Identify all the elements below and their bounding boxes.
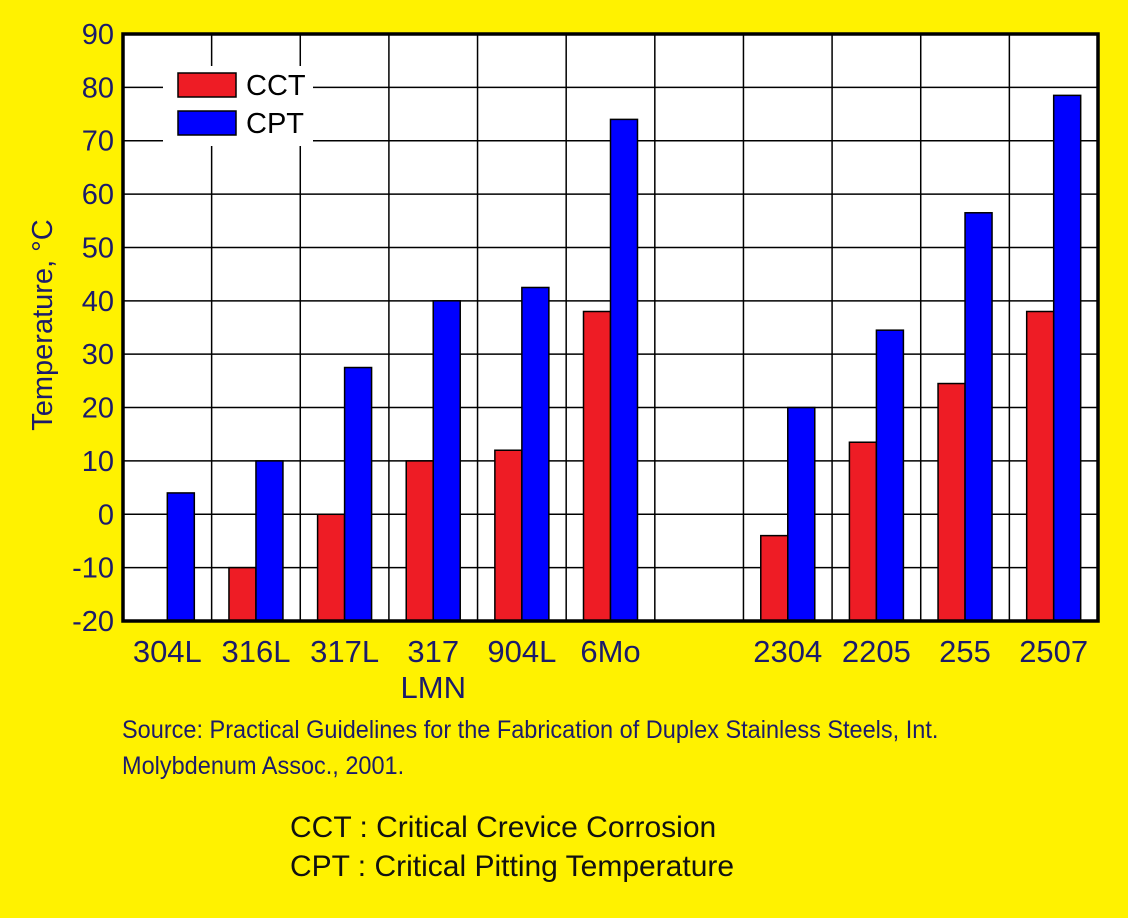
y-tick-label: 10 [82, 446, 114, 478]
x-tick-label: LMN [401, 670, 466, 700]
bar-cct [405, 460, 434, 622]
bar-cct [1025, 310, 1055, 622]
x-tick-label: 6Mo [580, 634, 640, 669]
bar-cpt [343, 366, 373, 622]
bar-cct [228, 566, 257, 622]
legend-label-cpt: CPT [246, 108, 304, 140]
bar-cct [760, 534, 789, 622]
y-tick-label: 90 [82, 19, 114, 51]
legend-label-cct: CCT [246, 70, 306, 102]
legend: CCT CPT [163, 66, 313, 146]
bar-cpt [432, 300, 461, 622]
bar-cpt [166, 492, 196, 622]
y-tick-label: 0 [98, 499, 114, 531]
y-tick-label: -10 [72, 553, 114, 585]
y-tick-label: 60 [82, 179, 114, 211]
bar-cct [582, 310, 612, 622]
bar-cct [848, 441, 878, 622]
x-tick-label: 2304 [753, 634, 822, 669]
bars [121, 32, 1100, 623]
y-axis-label: Temperature, °C [27, 219, 59, 430]
y-axis-ticks: 90 80 70 60 50 40 30 20 10 0 -10 -20 [72, 19, 114, 638]
bar-cct [494, 449, 523, 622]
x-tick-label: 316L [221, 634, 290, 669]
y-tick-label: 40 [82, 286, 114, 318]
source-note: Source: Practical Guidelines for the Fab… [122, 716, 939, 780]
bar-cpt [787, 406, 816, 622]
legend-swatch-cct [177, 72, 237, 98]
y-tick-label: 20 [82, 393, 114, 425]
y-tick-label: 30 [82, 339, 114, 371]
plot-frame [121, 32, 1100, 623]
bar-cpt [609, 118, 639, 622]
x-tick-label: 255 [939, 634, 991, 669]
legend-swatch-cpt [177, 110, 237, 136]
y-tick-label: -20 [72, 606, 114, 638]
bar-cpt [875, 329, 905, 622]
x-tick-label: 2507 [1019, 634, 1088, 669]
y-tick-label: 80 [82, 72, 114, 104]
y-tick-label: 50 [82, 232, 114, 264]
definition-cpt: CPT : Critical Pitting Temperature [290, 850, 735, 883]
x-tick-label: 904L [487, 634, 556, 669]
x-tick-label: 304L [133, 634, 202, 669]
x-tick-label: 317L [310, 634, 379, 669]
x-tick-label: 317 [407, 634, 459, 669]
bar-cpt [521, 286, 550, 622]
definition-cct: CCT : Critical Crevice Corrosion [290, 811, 717, 844]
bar-cpt [964, 212, 993, 622]
bar-cpt [255, 460, 284, 622]
bar-chart: 90 80 70 60 50 40 30 20 10 0 -10 -20 304L 316L 317L 31… [27, 19, 1100, 700]
bar-cct [937, 382, 966, 622]
bar-cpt [1052, 94, 1082, 622]
abbreviation-definitions: CCT : Critical Crevice Corrosion CPT : C… [290, 808, 734, 886]
x-tick-label: 2205 [842, 634, 911, 669]
bar-cct [316, 513, 346, 622]
y-tick-label: 70 [82, 126, 114, 158]
